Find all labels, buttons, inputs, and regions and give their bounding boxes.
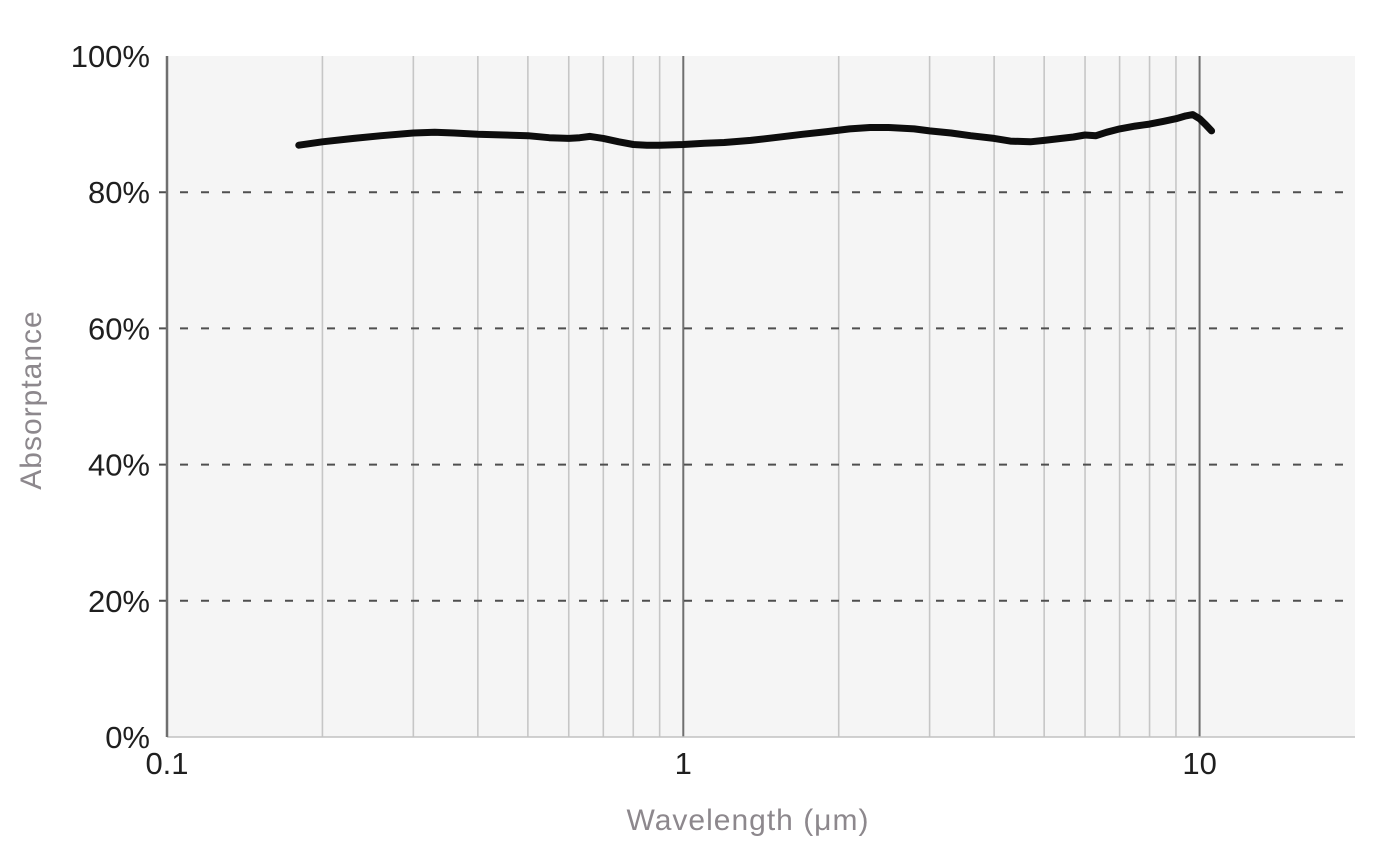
y-tick-label: 20%	[88, 584, 150, 619]
plot-area	[167, 56, 1355, 737]
x-axis-title: Wavelength (μm)	[627, 804, 870, 837]
y-axis-title: Absorptance	[15, 310, 48, 489]
x-tick-label: 1	[675, 746, 692, 781]
absorptance-line	[295, 111, 1216, 149]
y-tick-label: 60%	[88, 311, 150, 346]
y-tick-label: 80%	[88, 175, 150, 210]
y-tick-label: 100%	[71, 39, 150, 74]
x-tick-label: 0.1	[145, 746, 188, 781]
y-tick-label: 40%	[88, 448, 150, 483]
x-tick-label: 10	[1182, 746, 1216, 781]
y-tick-label: 0%	[105, 720, 150, 755]
